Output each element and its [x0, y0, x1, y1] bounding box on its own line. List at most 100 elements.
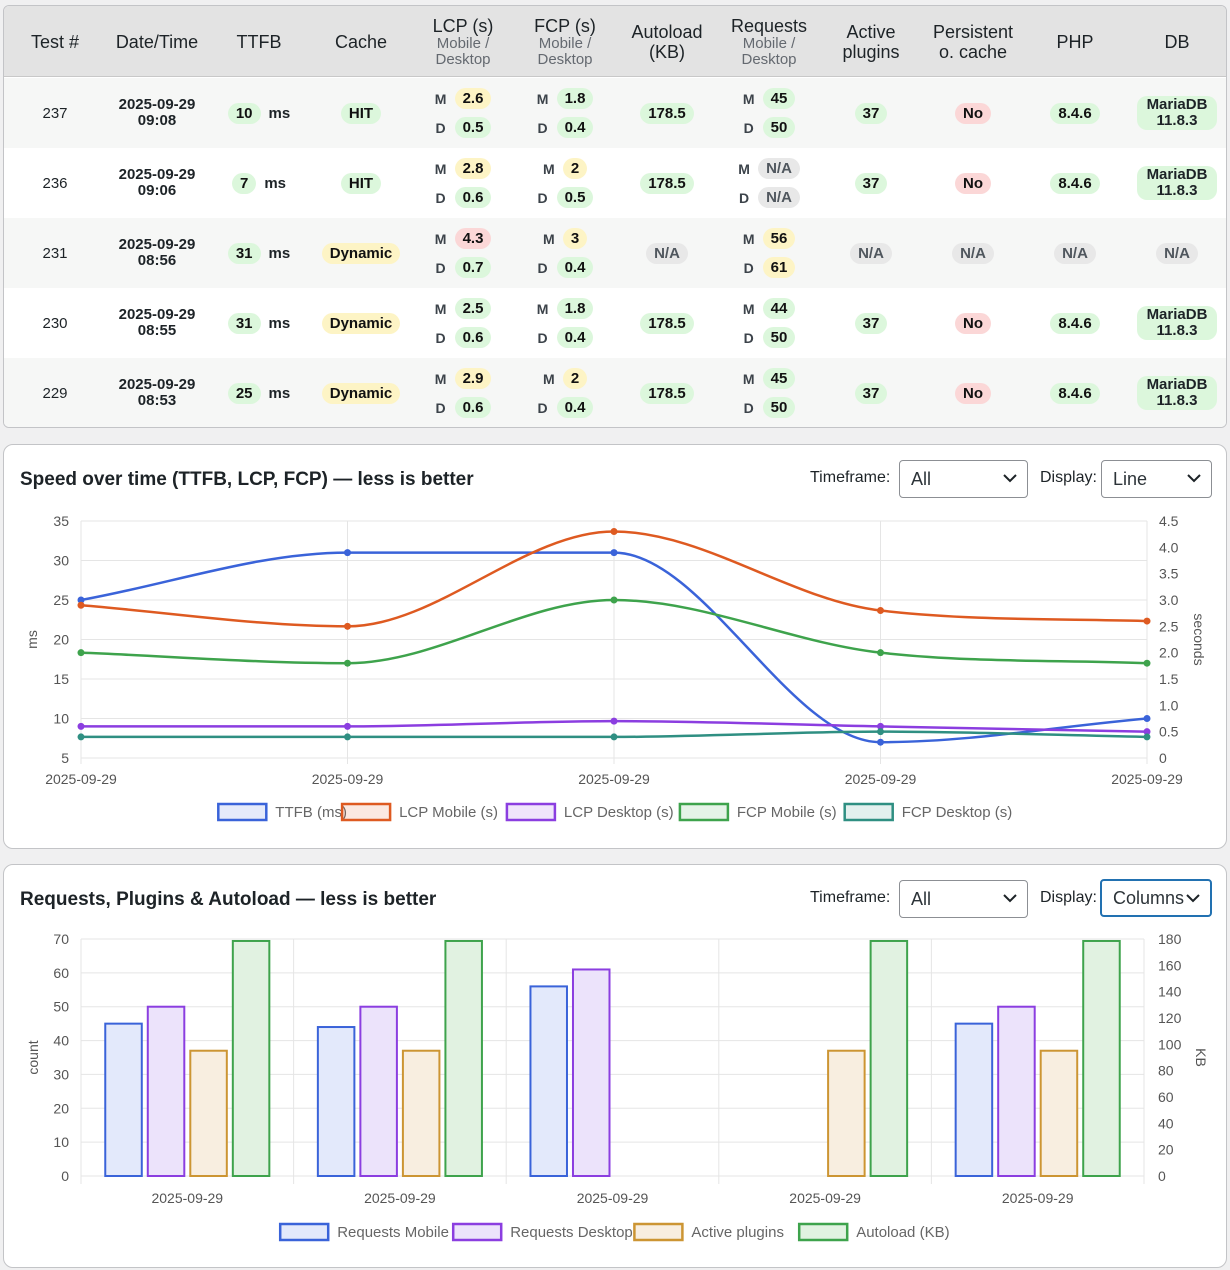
legend-label: FCP Mobile (s) — [737, 804, 837, 821]
data-point — [344, 722, 351, 730]
fcp-value: 2 — [562, 158, 588, 179]
y2-tick-label: 1.0 — [1159, 697, 1179, 713]
table-cell: 2025-09-29 09:06 — [107, 148, 207, 218]
requests-mobile: M 44 — [743, 298, 796, 319]
data-point — [877, 728, 884, 736]
column-header-title: Autoload (KB) — [631, 21, 703, 62]
x-tick-label: 2025-09-29 — [45, 771, 117, 787]
date: 2025-09-29 — [118, 306, 196, 323]
requests-bar-chart: 0 10 20 30 40 50 60 70 0 20 40 60 80 100 120 140 160 180 2… — [25, 931, 1209, 1242]
desktop-marker: D — [435, 259, 446, 276]
test-number: 231 — [42, 244, 68, 262]
date: 2025-09-29 — [118, 376, 196, 393]
data-point — [77, 733, 85, 741]
table-cell: No — [923, 288, 1023, 358]
db-name: MariaDB — [1146, 96, 1208, 113]
y2-tick-label: 180 — [1158, 931, 1182, 947]
time: 08:56 — [137, 252, 177, 269]
timeframe-label: Timeframe: — [810, 469, 891, 486]
y2-tick-label: 2.5 — [1159, 618, 1179, 634]
fcp-value: 3 — [562, 228, 588, 249]
fcp-desktop: D 0.5 — [537, 187, 594, 208]
legend-item: Requests Mobile — [278, 1222, 449, 1242]
bar — [444, 939, 483, 1177]
timeframe-select[interactable]: All — [899, 460, 1028, 498]
bar — [146, 1005, 186, 1178]
datetime: 2025-09-29 08:53 — [119, 377, 196, 409]
x-tick-label: 2025-09-29 — [577, 1190, 649, 1206]
timeframe-select[interactable]: All — [899, 880, 1028, 918]
ttfb-unit: ms — [268, 104, 291, 122]
lcp-desktop: D 0.6 — [435, 327, 492, 348]
db-name: MariaDB — [1146, 376, 1208, 393]
table-cell: 237 — [5, 78, 105, 148]
mobile-marker: M — [742, 300, 755, 317]
table-cell: 2025-09-29 08:53 — [107, 358, 207, 427]
column-header: LCP (s) Mobile / Desktop — [413, 6, 513, 77]
legend-label: Requests Mobile — [337, 1224, 449, 1241]
tests-table: Test # Date/Time TTFB Cache LCP (s) Mobile / … — [3, 5, 1227, 428]
desktop-marker: D — [537, 189, 548, 206]
requests-mobile: M N/A — [738, 158, 800, 179]
plugins-badge: 37 — [854, 382, 888, 404]
fcp-desktop: D 0.4 — [537, 397, 594, 418]
y-tick-label: 25 — [53, 592, 69, 608]
table-cell: MariaDB 11.8.3 — [1127, 288, 1226, 358]
display-select[interactable]: Columns — [1100, 879, 1212, 917]
fcp-value: 2 — [562, 368, 588, 389]
requests-desktop: D 50 — [743, 327, 796, 348]
desktop-marker: D — [435, 119, 446, 136]
db-badge: MariaDB 11.8.3 — [1136, 96, 1218, 130]
x-tick-label: 2025-09-29 — [1002, 1190, 1074, 1206]
table-cell: 10 ms — [209, 78, 309, 148]
column-header: Persistent o. cache — [923, 6, 1023, 77]
data-point — [1143, 617, 1151, 625]
mobile-marker: M — [434, 230, 447, 247]
fcp-value: 1.8 — [556, 88, 594, 109]
legend-swatch — [217, 802, 268, 822]
bar — [189, 1049, 228, 1177]
autoload-badge: 178.5 — [640, 172, 694, 194]
series-requests-mobile — [104, 985, 994, 1178]
table-cell: M 2 D 0.4 — [515, 358, 615, 427]
speed-chart-title: Speed over time (TTFB, LCP, FCP) — less … — [20, 469, 474, 490]
lcp-mobile: M 2.6 — [435, 88, 492, 109]
fcp-value: 1.8 — [556, 298, 594, 319]
display-select[interactable]: Line — [1101, 460, 1212, 498]
table-cell: 178.5 — [617, 78, 717, 148]
table-cell: 37 — [821, 358, 921, 427]
legend-item: TTFB (ms) — [217, 802, 347, 822]
bar — [359, 1005, 398, 1178]
test-number: 237 — [42, 104, 68, 122]
ttfb: 31 ms — [227, 242, 290, 264]
desktop-marker: D — [537, 119, 548, 136]
y-tick-label: 20 — [53, 1100, 69, 1116]
y2-tick-label: 0 — [1158, 1168, 1166, 1184]
plugins-badge: 37 — [854, 102, 888, 124]
table-cell: 229 — [5, 358, 105, 427]
legend-swatch — [451, 1222, 503, 1242]
legend-swatch — [633, 1222, 684, 1242]
timeframe-select-value: All — [911, 468, 932, 489]
table-cell: 8.4.6 — [1025, 78, 1125, 148]
requests-desktop: D 50 — [743, 117, 796, 138]
column-header: PHP — [1025, 6, 1125, 77]
chevron-down-icon — [1186, 894, 1200, 903]
legend-swatch — [678, 802, 730, 822]
object-cache-badge: N/A — [952, 242, 994, 264]
lcp-value: 0.6 — [454, 397, 492, 418]
chevron-down-icon — [1003, 474, 1017, 483]
desktop-marker: D — [435, 329, 446, 346]
desktop-marker: D — [537, 329, 548, 346]
bar — [571, 968, 611, 1177]
table-cell: 37 — [821, 148, 921, 218]
ttfb-value: 10 — [227, 102, 261, 124]
column-header-title: PHP — [1056, 31, 1094, 52]
table-cell: M 2.9 D 0.6 — [413, 358, 513, 427]
y-tick-label: 30 — [53, 553, 69, 569]
series-lcp-desktop-s- — [77, 717, 1151, 736]
fcp-mobile: M 1.8 — [537, 298, 594, 319]
table-cell: No — [923, 78, 1023, 148]
lcp-desktop: D 0.6 — [435, 397, 492, 418]
